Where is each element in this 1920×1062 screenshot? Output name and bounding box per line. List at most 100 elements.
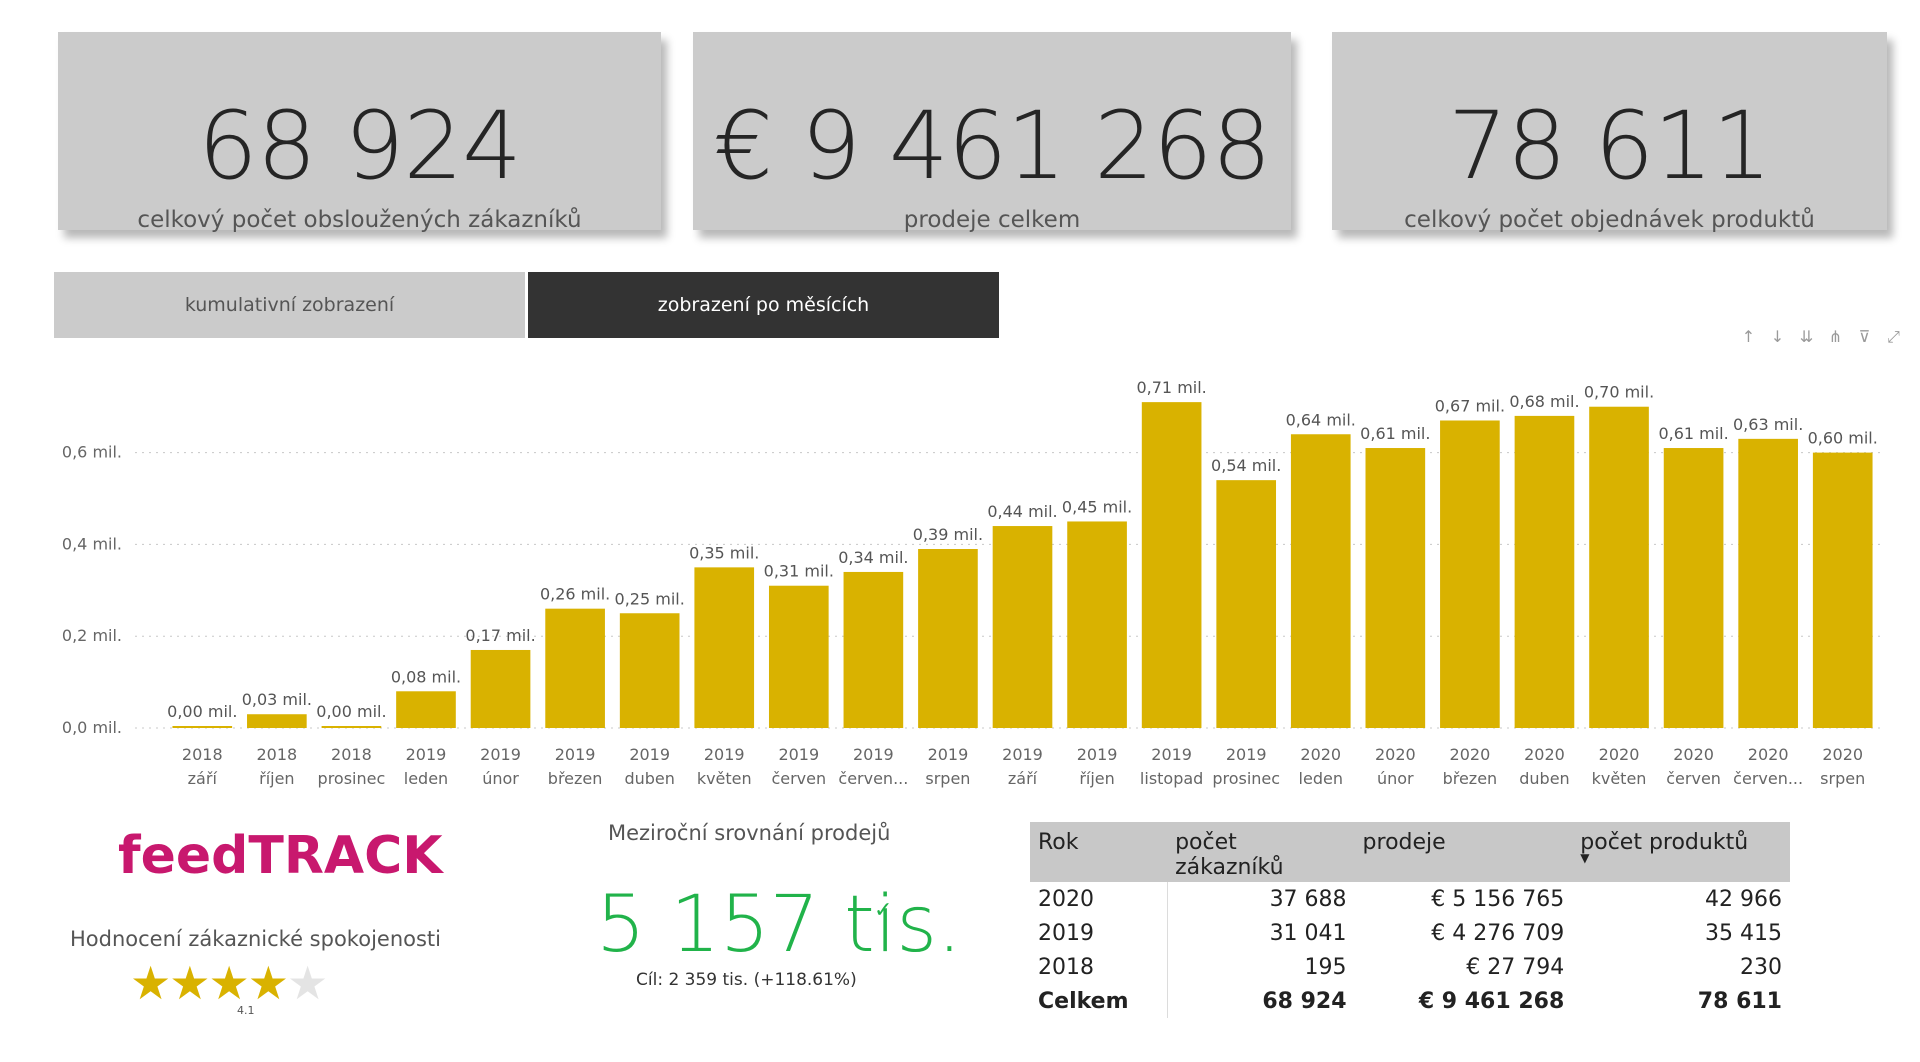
column-header-products-label: počet produktů xyxy=(1580,830,1749,855)
x-tick-year: 2019 xyxy=(778,745,819,764)
x-tick-month: srpen xyxy=(1820,769,1865,788)
x-tick-year: 2020 xyxy=(1300,745,1341,764)
data-label: 0,08 mil. xyxy=(391,667,461,686)
x-tick-year: 2019 xyxy=(1002,745,1043,764)
data-label: 0,67 mil. xyxy=(1435,396,1505,415)
visual-toolbar: ↑ ↓ ⇊ ⋔ ⊽ ⤢ xyxy=(1740,327,1902,347)
monthly-sales-chart: 0,0 mil. 0,2 mil. 0,4 mil. 0,6 mil. 0,00 mil… xyxy=(62,378,1880,788)
data-label: 0,17 mil. xyxy=(465,626,535,645)
column-header-year[interactable]: Rok xyxy=(1030,822,1168,882)
kpi-card-customers: 68 924 celkový počet obsloužených zákazn… xyxy=(58,32,661,233)
bar xyxy=(619,613,680,728)
x-tick-year: 2018 xyxy=(256,745,297,764)
x-tick-month: prosinec xyxy=(318,769,386,788)
rating-value: 4.1 xyxy=(237,1004,255,1017)
x-tick-year: 2020 xyxy=(1673,745,1714,764)
x-tick-year: 2020 xyxy=(1822,745,1863,764)
data-label: 0,64 mil. xyxy=(1286,410,1356,429)
x-tick-month: září xyxy=(1008,769,1038,788)
x-tick-month: duben xyxy=(1519,769,1569,788)
bar xyxy=(1067,521,1127,728)
kpi-card-orders: 78 611 celkový počet objednávek produktů xyxy=(1332,32,1887,233)
bar xyxy=(1514,415,1575,728)
data-label: 0,68 mil. xyxy=(1509,392,1579,411)
yoy-value: 5 157 tis. xyxy=(596,880,962,970)
x-tick-year: 2020 xyxy=(1524,745,1565,764)
x-tick-month: březen xyxy=(548,769,603,788)
kpi-value-customers: 68 924 xyxy=(198,92,522,201)
data-label: 0,25 mil. xyxy=(615,589,685,608)
table-row: 2018 195 € 27 794 230 xyxy=(1030,950,1790,984)
x-tick-year: 2019 xyxy=(555,745,596,764)
x-tick-month: červen... xyxy=(1733,769,1803,788)
bar xyxy=(1663,448,1724,728)
arrow-up-icon[interactable]: ↑ xyxy=(1741,327,1756,346)
x-tick-year: 2020 xyxy=(1450,745,1491,764)
bar xyxy=(1365,448,1426,728)
x-tick-month: leden xyxy=(404,769,448,788)
bar xyxy=(470,649,531,728)
x-tick-year: 2019 xyxy=(480,745,521,764)
cell-products: 42 966 xyxy=(1705,886,1782,912)
data-label: 0,45 mil. xyxy=(1062,497,1132,516)
x-tick-month: listopad xyxy=(1140,769,1203,788)
y-tick-label: 0,6 mil. xyxy=(62,443,122,462)
double-arrow-down-icon[interactable]: ⇊ xyxy=(1799,327,1814,346)
x-tick-month: červen... xyxy=(838,769,908,788)
kpi-label-customers: celkový počet obsloužených zákazníků xyxy=(137,207,582,233)
cell-year: 2019 xyxy=(1030,916,1168,950)
kpi-card-sales: € 9 461 268 prodeje celkem xyxy=(693,32,1291,233)
arrow-down-icon[interactable]: ↓ xyxy=(1770,327,1785,346)
bar xyxy=(992,526,1053,728)
bar xyxy=(1440,420,1500,728)
star-icon: ★ xyxy=(169,956,210,1010)
data-label: 0,03 mil. xyxy=(242,690,312,709)
cell-total-label: Celkem xyxy=(1030,984,1168,1018)
data-label: 0,00 mil. xyxy=(167,702,237,721)
star-icon: ★ xyxy=(247,956,289,1010)
column-header-customers[interactable]: počet zákazníků xyxy=(1167,822,1355,882)
data-label: 0,35 mil. xyxy=(689,543,759,562)
table-total-row: Celkem 68 924 € 9 461 268 78 611 xyxy=(1030,984,1790,1018)
cell-total-sales: € 9 461 268 xyxy=(1418,988,1565,1014)
data-label: 0,00 mil. xyxy=(316,702,386,721)
hierarchy-icon[interactable]: ⋔ xyxy=(1828,327,1843,346)
x-tick-month: srpen xyxy=(925,769,970,788)
cell-year: 2018 xyxy=(1030,950,1168,984)
x-tick-year: 2019 xyxy=(1077,745,1118,764)
x-tick-month: prosinec xyxy=(1212,769,1280,788)
star-icon: ★ xyxy=(208,956,250,1010)
x-tick-month: říjen xyxy=(1079,769,1114,788)
data-label: 0,34 mil. xyxy=(838,548,908,567)
star-icon: ★ xyxy=(130,956,171,1010)
column-header-sales[interactable]: prodeje xyxy=(1354,822,1573,882)
x-tick-month: červen xyxy=(1666,769,1721,788)
yoy-title: Meziroční srovnání prodejů xyxy=(608,821,891,845)
x-tick-year: 2019 xyxy=(629,745,670,764)
column-header-products[interactable]: počet produktů ▼ xyxy=(1572,822,1790,882)
x-tick-month: září xyxy=(188,769,218,788)
x-tick-year: 2019 xyxy=(928,745,969,764)
x-tick-month: leden xyxy=(1299,769,1343,788)
bar xyxy=(172,726,233,728)
bar xyxy=(694,567,755,728)
x-tick-month: květen xyxy=(697,769,752,788)
filter-icon[interactable]: ⊽ xyxy=(1858,327,1871,346)
x-tick-year: 2019 xyxy=(853,745,894,764)
y-tick-label: 0,0 mil. xyxy=(62,718,122,737)
kpi-value-sales: € 9 461 268 xyxy=(713,92,1271,201)
data-label: 0,31 mil. xyxy=(764,562,834,581)
cell-sales: € 4 276 709 xyxy=(1431,920,1565,946)
star-icon: ★ xyxy=(287,956,328,1010)
x-tick-month: březen xyxy=(1443,769,1498,788)
cell-products: 35 415 xyxy=(1705,920,1782,946)
cell-total-customers: 68 924 xyxy=(1262,988,1347,1014)
bar xyxy=(1290,434,1351,728)
focus-mode-icon[interactable]: ⤢ xyxy=(1887,327,1900,346)
bar xyxy=(918,549,978,728)
x-tick-year: 2020 xyxy=(1748,745,1789,764)
table-header-row: Rok počet zákazníků prodeje počet produk… xyxy=(1030,822,1790,882)
tab-monthly[interactable]: zobrazení po měsících xyxy=(528,272,999,338)
tab-cumulative[interactable]: kumulativní zobrazení xyxy=(54,272,525,338)
x-tick-year: 2019 xyxy=(1226,745,1267,764)
